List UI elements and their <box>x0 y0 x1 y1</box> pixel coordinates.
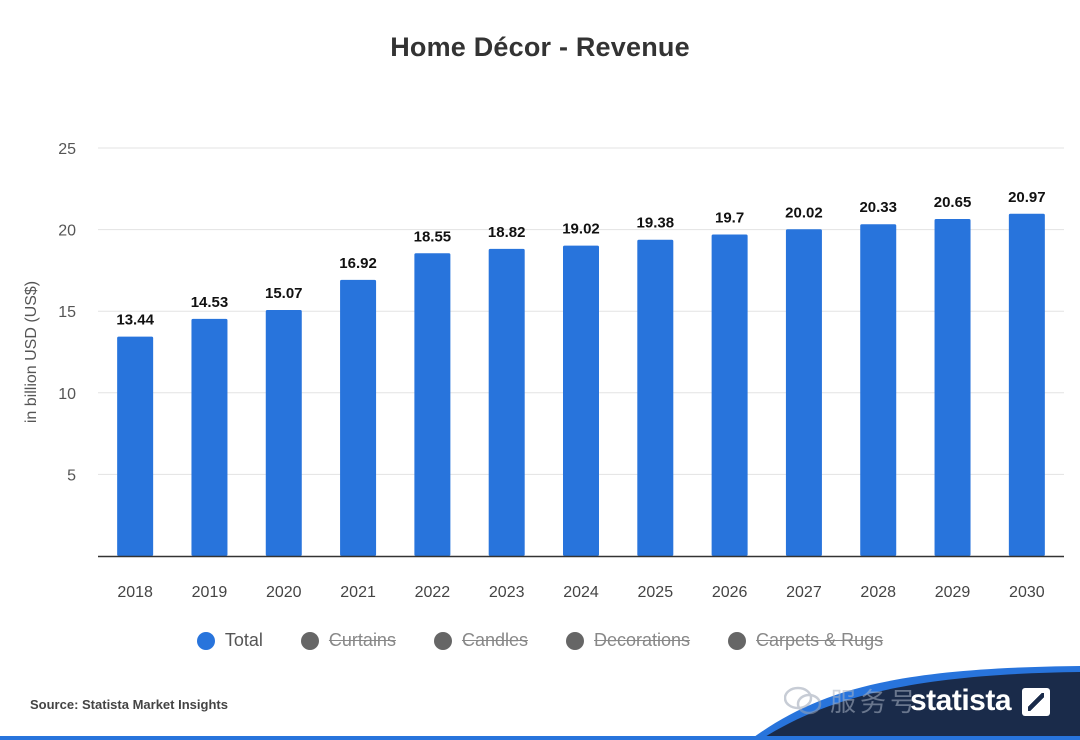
statista-logo: statista <box>910 684 1012 717</box>
legend-item-curtains[interactable]: Curtains <box>300 630 396 651</box>
legend-dot-icon <box>728 631 747 650</box>
bar-2029[interactable] <box>934 218 971 556</box>
x-tick-label: 2027 <box>786 584 822 601</box>
legend-item-candles[interactable]: Candles <box>433 630 528 651</box>
data-label-2030: 20.97 <box>1008 189 1046 206</box>
legend-dot-icon <box>566 631 584 650</box>
y-tick-label: 25 <box>58 141 76 158</box>
data-labels: 13.44 14.53 15.07 16.92 18.55 18.82 19.02 19.38… <box>116 189 1045 329</box>
footer-wave <box>0 666 1080 740</box>
data-label-2028: 20.33 <box>859 199 897 216</box>
x-tick-label: 2019 <box>192 584 228 601</box>
x-tick-label: 2021 <box>340 584 376 601</box>
bar-2019[interactable] <box>191 318 228 556</box>
x-tick-label: 2023 <box>489 584 525 601</box>
bar-2027[interactable] <box>785 229 822 556</box>
data-label-2022: 18.55 <box>414 228 452 245</box>
legend-dot-icon <box>300 631 319 650</box>
data-label-2024: 19.02 <box>562 221 600 238</box>
legend-label: Candles <box>461 630 528 650</box>
x-tick-label: 2029 <box>935 584 971 601</box>
bar-2022[interactable] <box>414 253 451 556</box>
data-label-2018: 13.44 <box>116 312 154 329</box>
legend-label: Total <box>224 630 263 650</box>
bar-2026[interactable] <box>711 234 748 556</box>
legend-item-decorations[interactable]: Decorations <box>566 630 690 651</box>
data-label-2025: 19.38 <box>637 215 675 232</box>
bar-2030[interactable] <box>1008 213 1045 557</box>
legend-item-total[interactable]: Total <box>196 630 263 651</box>
y-tick-label: 20 <box>58 223 76 240</box>
chart-title: Home Décor - Revenue <box>390 32 690 62</box>
bar-2020[interactable] <box>265 310 302 556</box>
watermark: 服务号 <box>783 682 921 719</box>
legend: Total Curtains Candles Decorations Carpets &… <box>0 630 1080 651</box>
x-tick-label: 2028 <box>860 584 896 601</box>
legend-label: Carpets & Rugs <box>756 630 884 650</box>
data-label-2021: 16.92 <box>339 255 377 272</box>
x-tick-label: 2026 <box>712 584 748 601</box>
y-tick-label: 5 <box>67 467 76 484</box>
data-label-2019: 14.53 <box>191 294 229 311</box>
y-axis-ticks: 5 10 15 20 25 <box>58 141 76 484</box>
data-label-2023: 18.82 <box>488 224 526 241</box>
x-tick-label: 2030 <box>1009 584 1045 601</box>
y-tick-label: 15 <box>58 304 76 321</box>
x-tick-label: 2020 <box>266 584 302 601</box>
chat-bubble-icon <box>783 686 822 716</box>
data-label-2027: 20.02 <box>785 204 823 221</box>
legend-label: Decorations <box>594 630 691 650</box>
bar-2025[interactable] <box>637 239 674 557</box>
legend-dot-icon <box>433 631 452 650</box>
bar-2021[interactable] <box>340 279 377 556</box>
legend-dot-icon <box>196 631 215 650</box>
bar-2028[interactable] <box>860 224 897 556</box>
x-axis-ticks: 2018 2019 2020 2021 2022 2023 2024 2025 2026 2027… <box>117 584 1044 601</box>
legend-item-carpets-rugs[interactable]: Carpets & Rugs <box>728 630 883 651</box>
watermark-text: 服务号 <box>830 687 921 717</box>
y-tick-label: 10 <box>58 386 76 403</box>
bar-2018[interactable] <box>117 336 154 556</box>
data-label-2020: 15.07 <box>265 285 303 302</box>
bar-2024[interactable] <box>563 245 599 556</box>
legend-label: Curtains <box>328 630 396 650</box>
statista-logo-mark <box>1022 688 1050 716</box>
source-note: Source: Statista Market Insights <box>30 697 228 712</box>
bar-2023[interactable] <box>488 248 525 556</box>
data-label-2026: 19.7 <box>715 209 744 226</box>
bars <box>117 213 1045 557</box>
data-label-2029: 20.65 <box>934 194 972 211</box>
x-tick-label: 2022 <box>415 584 451 601</box>
x-tick-label: 2024 <box>563 584 599 601</box>
x-tick-label: 2025 <box>638 584 674 601</box>
x-tick-label: 2018 <box>117 584 153 601</box>
